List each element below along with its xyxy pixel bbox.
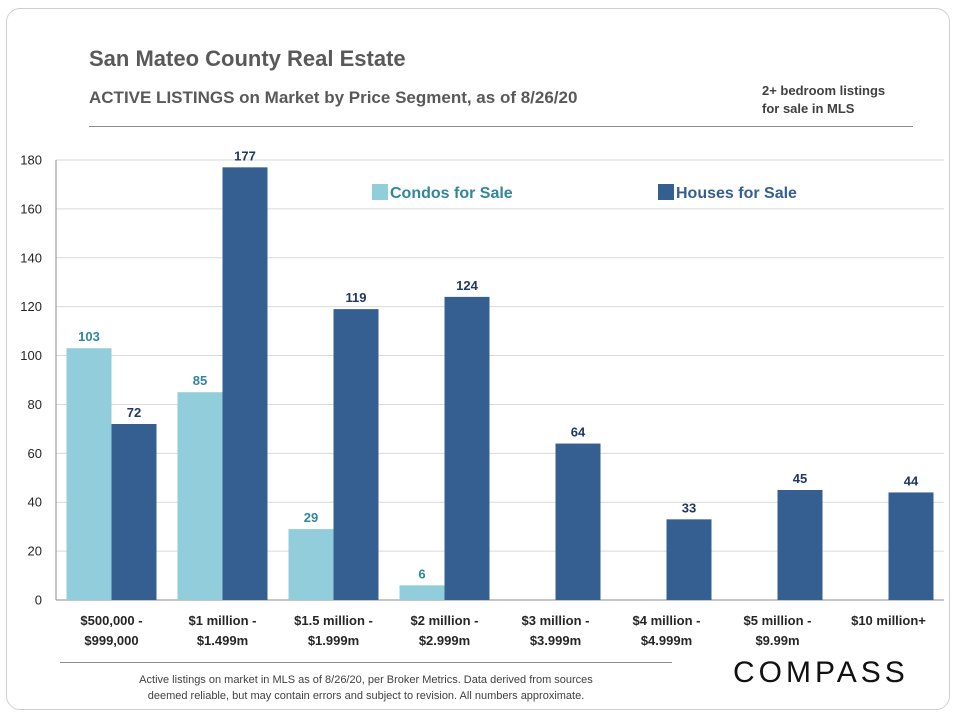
- y-tick-label: 100: [20, 348, 42, 363]
- x-tick-label: $500,000 -: [80, 613, 142, 628]
- house-bar: [333, 309, 379, 600]
- y-tick-label: 80: [28, 397, 42, 412]
- compass-logo: COMPASS: [733, 656, 909, 689]
- x-tick-label: $1.5 million -: [294, 613, 373, 628]
- y-tick-label: 20: [28, 544, 42, 559]
- house-bar: [666, 519, 712, 600]
- x-tick-label: $1 million -: [189, 613, 257, 628]
- condo-data-label: 29: [304, 510, 318, 525]
- house-bar: [222, 167, 268, 601]
- x-tick-label: $1.499m: [197, 633, 248, 648]
- house-bar: [777, 490, 823, 600]
- legend-label: Houses for Sale: [676, 185, 797, 202]
- house-bar: [111, 424, 157, 600]
- house-bar: [888, 492, 934, 600]
- y-tick-label: 0: [35, 593, 42, 608]
- house-data-label: 33: [682, 500, 696, 515]
- condo-bar: [399, 585, 445, 600]
- y-tick-label: 160: [20, 201, 42, 216]
- condo-bar: [288, 529, 334, 600]
- y-tick-label: 120: [20, 299, 42, 314]
- house-data-label: 124: [456, 278, 478, 293]
- listing-note-line: for sale in MLS: [762, 101, 855, 116]
- house-data-label: 72: [127, 405, 141, 420]
- house-data-label: 119: [346, 290, 367, 305]
- x-tick-label: $4.999m: [641, 633, 692, 648]
- footnote: Active listings on market in MLS as of 8…: [60, 672, 672, 704]
- x-tick-label: $3.999m: [530, 633, 581, 648]
- footnote-line: deemed reliable, but may contain errors …: [147, 690, 585, 702]
- x-tick-label: $9.99m: [755, 633, 799, 648]
- condo-bar: [177, 392, 223, 600]
- condo-data-label: 103: [78, 329, 100, 344]
- y-tick-label: 180: [20, 153, 42, 168]
- x-tick-label: $2 million -: [411, 613, 479, 628]
- y-tick-label: 140: [20, 250, 42, 265]
- house-bar: [555, 443, 601, 600]
- listing-note-line: 2+ bedroom listings: [762, 83, 886, 98]
- footer-divider: [60, 662, 672, 663]
- listing-note: 2+ bedroom listings for sale in MLS: [762, 82, 922, 118]
- house-data-label: 44: [904, 473, 919, 488]
- chart-subtitle: ACTIVE LISTINGS on Market by Price Segme…: [89, 88, 578, 107]
- x-tick-label: $2.999m: [419, 633, 470, 648]
- header-divider: [89, 126, 913, 127]
- legend-label: Condos for Sale: [390, 185, 513, 202]
- footnote-line: Active listings on market in MLS as of 8…: [139, 674, 593, 686]
- house-data-label: 45: [793, 471, 807, 486]
- condo-bar: [66, 348, 112, 600]
- x-tick-label: $999,000: [84, 633, 138, 648]
- condo-data-label: 6: [418, 566, 425, 581]
- house-data-label: 177: [234, 148, 256, 163]
- legend-swatch: [658, 184, 674, 200]
- x-tick-label: $3 million -: [522, 613, 590, 628]
- x-tick-label: $5 million -: [744, 613, 812, 628]
- house-bar: [444, 296, 490, 600]
- house-data-label: 64: [571, 425, 586, 440]
- y-tick-label: 60: [28, 446, 42, 461]
- chart-title: San Mateo County Real Estate: [89, 46, 406, 71]
- legend-swatch: [372, 184, 388, 200]
- condo-data-label: 85: [193, 373, 207, 388]
- x-tick-label: $4 million -: [633, 613, 701, 628]
- x-tick-label: $1.999m: [308, 633, 359, 648]
- x-tick-label: $10 million+: [851, 613, 926, 628]
- y-tick-label: 40: [28, 495, 42, 510]
